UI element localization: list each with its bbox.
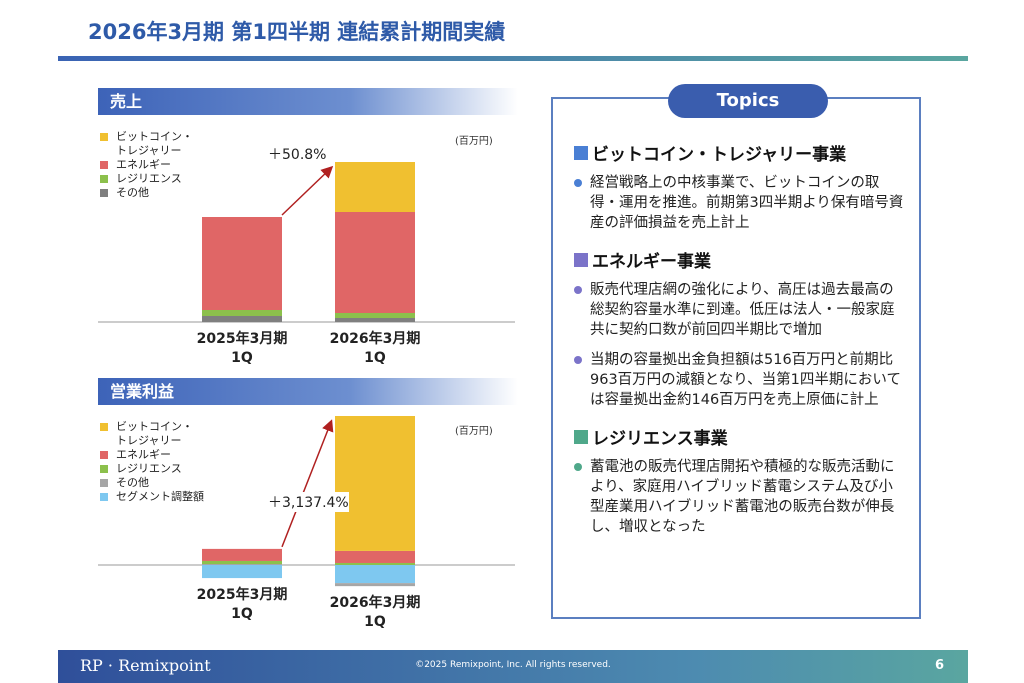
legend: ビットコイン・ トレジャリー エネルギー レジリエンス その他 セグメント調整額 [100,420,204,504]
bar-segment [335,562,415,565]
bar-segment [202,563,282,565]
heading-marker [574,145,588,160]
slide-title: 2026年3月期 第1四半期 連結累計期間実績 [88,20,506,44]
topic-heading: レジリエンス事業 [574,424,904,449]
logo-mark: RP [80,656,103,675]
bullet-text: 経営戦略上の中核事業で、ビットコインの取得・運用を推進。前期第3四半期より保有暗… [590,175,904,231]
legend-swatch [100,493,108,501]
legend-label: ビットコイン・ トレジャリー [116,130,193,157]
bar-segment [335,550,415,563]
legend-swatch [100,451,108,459]
bullet-text: 販売代理店網の強化により、高圧は過去最高の総契約容量水準に到達。低圧は法人・一般… [590,282,895,338]
legend-item: その他 [100,476,204,490]
title-rule [58,56,968,61]
legend: ビットコイン・ トレジャリー エネルギー レジリエンス その他 [100,130,193,200]
legend-label: セグメント調整額 [116,490,204,503]
legend-item: ビットコイン・ トレジャリー [100,420,204,448]
footer: RP · Remixpoint ©2025 Remixpoint, Inc. A… [58,650,968,683]
topics-list: ビットコイン・トレジャリー事業経営戦略上の中核事業で、ビットコインの取得・運用を… [574,140,904,551]
topic-heading: エネルギー事業 [574,247,904,272]
bullet-dot [574,286,582,294]
legend-label: エネルギー [116,158,171,171]
legend-swatch [100,175,108,183]
legend-swatch [100,479,108,487]
heading-marker [574,429,588,444]
logo-text: Remixpoint [118,656,211,675]
legend-item: その他 [100,186,193,200]
category-label: 2025年3月期 1Q [196,331,288,366]
legend-swatch [100,465,108,473]
section-header: 売上 [98,88,518,115]
copyright: ©2025 Remixpoint, Inc. All rights reserv… [415,660,611,670]
bar-segment [202,217,282,310]
legend-swatch [100,133,108,141]
category-label: 2025年3月期 1Q [196,587,288,623]
bar-segment [335,212,415,313]
legend-swatch [100,161,108,169]
topic-section: レジリエンス事業蓄電池の販売代理店開拓や積極的な販売活動により、家庭用ハイブリッ… [574,424,904,537]
legend-swatch [100,423,108,431]
heading-text: ビットコイン・トレジャリー事業 [592,145,847,165]
bullet-dot [574,356,582,364]
legend-item: レジリエンス [100,462,204,476]
growth-annotation: ＋50.8% [268,144,327,164]
bullet-dot [574,463,582,471]
unit-label: (百万円) [455,426,493,437]
legend-item: レジリエンス [100,172,193,186]
growth-arrow [281,165,334,216]
category-label: 2026年3月期 1Q [329,595,421,631]
topic-section: ビットコイン・トレジャリー事業経営戦略上の中核事業で、ビットコインの取得・運用を… [574,140,904,233]
bar-segment [202,316,282,322]
bar-segment [202,548,282,561]
heading-marker [574,252,588,267]
legend-label: レジリエンス [116,172,182,185]
page-number: 6 [934,658,944,673]
bar-segment [335,565,415,584]
bullet-text: 蓄電池の販売代理店開拓や積極的な販売活動により、家庭用ハイブリッド蓄電システム及… [590,459,895,535]
bar-segment [335,318,415,322]
bullet-dot [574,179,582,187]
topic-bullet: 蓄電池の販売代理店開拓や積極的な販売活動により、家庭用ハイブリッド蓄電システム及… [574,457,904,537]
legend-label: その他 [116,186,149,199]
section-header: 営業利益 [98,378,518,405]
bullet-text: 当期の容量拠出金負担額は516百万円と前期比963百万円の減額となり、当第1四半… [590,352,901,408]
category-label: 2026年3月期 1Q [329,331,421,366]
bar-segment [335,583,415,587]
legend-label: レジリエンス [116,462,182,475]
topics-title: Topics [668,84,828,118]
topic-bullet: 経営戦略上の中核事業で、ビットコインの取得・運用を推進。前期第3四半期より保有暗… [574,173,904,233]
logo: RP · Remixpoint [80,656,211,675]
legend-label: ビットコイン・ トレジャリー [116,420,193,447]
heading-text: レジリエンス事業 [592,429,728,449]
legend-item: セグメント調整額 [100,490,204,504]
legend-swatch [100,189,108,197]
topic-bullet: 販売代理店網の強化により、高圧は過去最高の総契約容量水準に到達。低圧は法人・一般… [574,280,904,340]
growth-arrow [281,419,334,548]
bar-segment [202,565,282,579]
legend-item: ビットコイン・ トレジャリー [100,130,193,158]
bar-segment [335,162,415,212]
bar-segment [202,560,282,564]
legend-item: エネルギー [100,448,204,462]
growth-annotation: ＋3,137.4% [268,492,349,513]
topic-heading: ビットコイン・トレジャリー事業 [574,140,904,165]
heading-text: エネルギー事業 [592,252,711,272]
bar-segment [335,313,415,318]
bar-segment [335,416,415,551]
legend-item: エネルギー [100,158,193,172]
topic-bullet: 当期の容量拠出金負担額は516百万円と前期比963百万円の減額となり、当第1四半… [574,350,904,410]
bar-segment [202,310,282,316]
legend-label: エネルギー [116,448,171,461]
unit-label: (百万円) [455,136,493,147]
topic-section: エネルギー事業販売代理店網の強化により、高圧は過去最高の総契約容量水準に到達。低… [574,247,904,410]
legend-label: その他 [116,476,149,489]
